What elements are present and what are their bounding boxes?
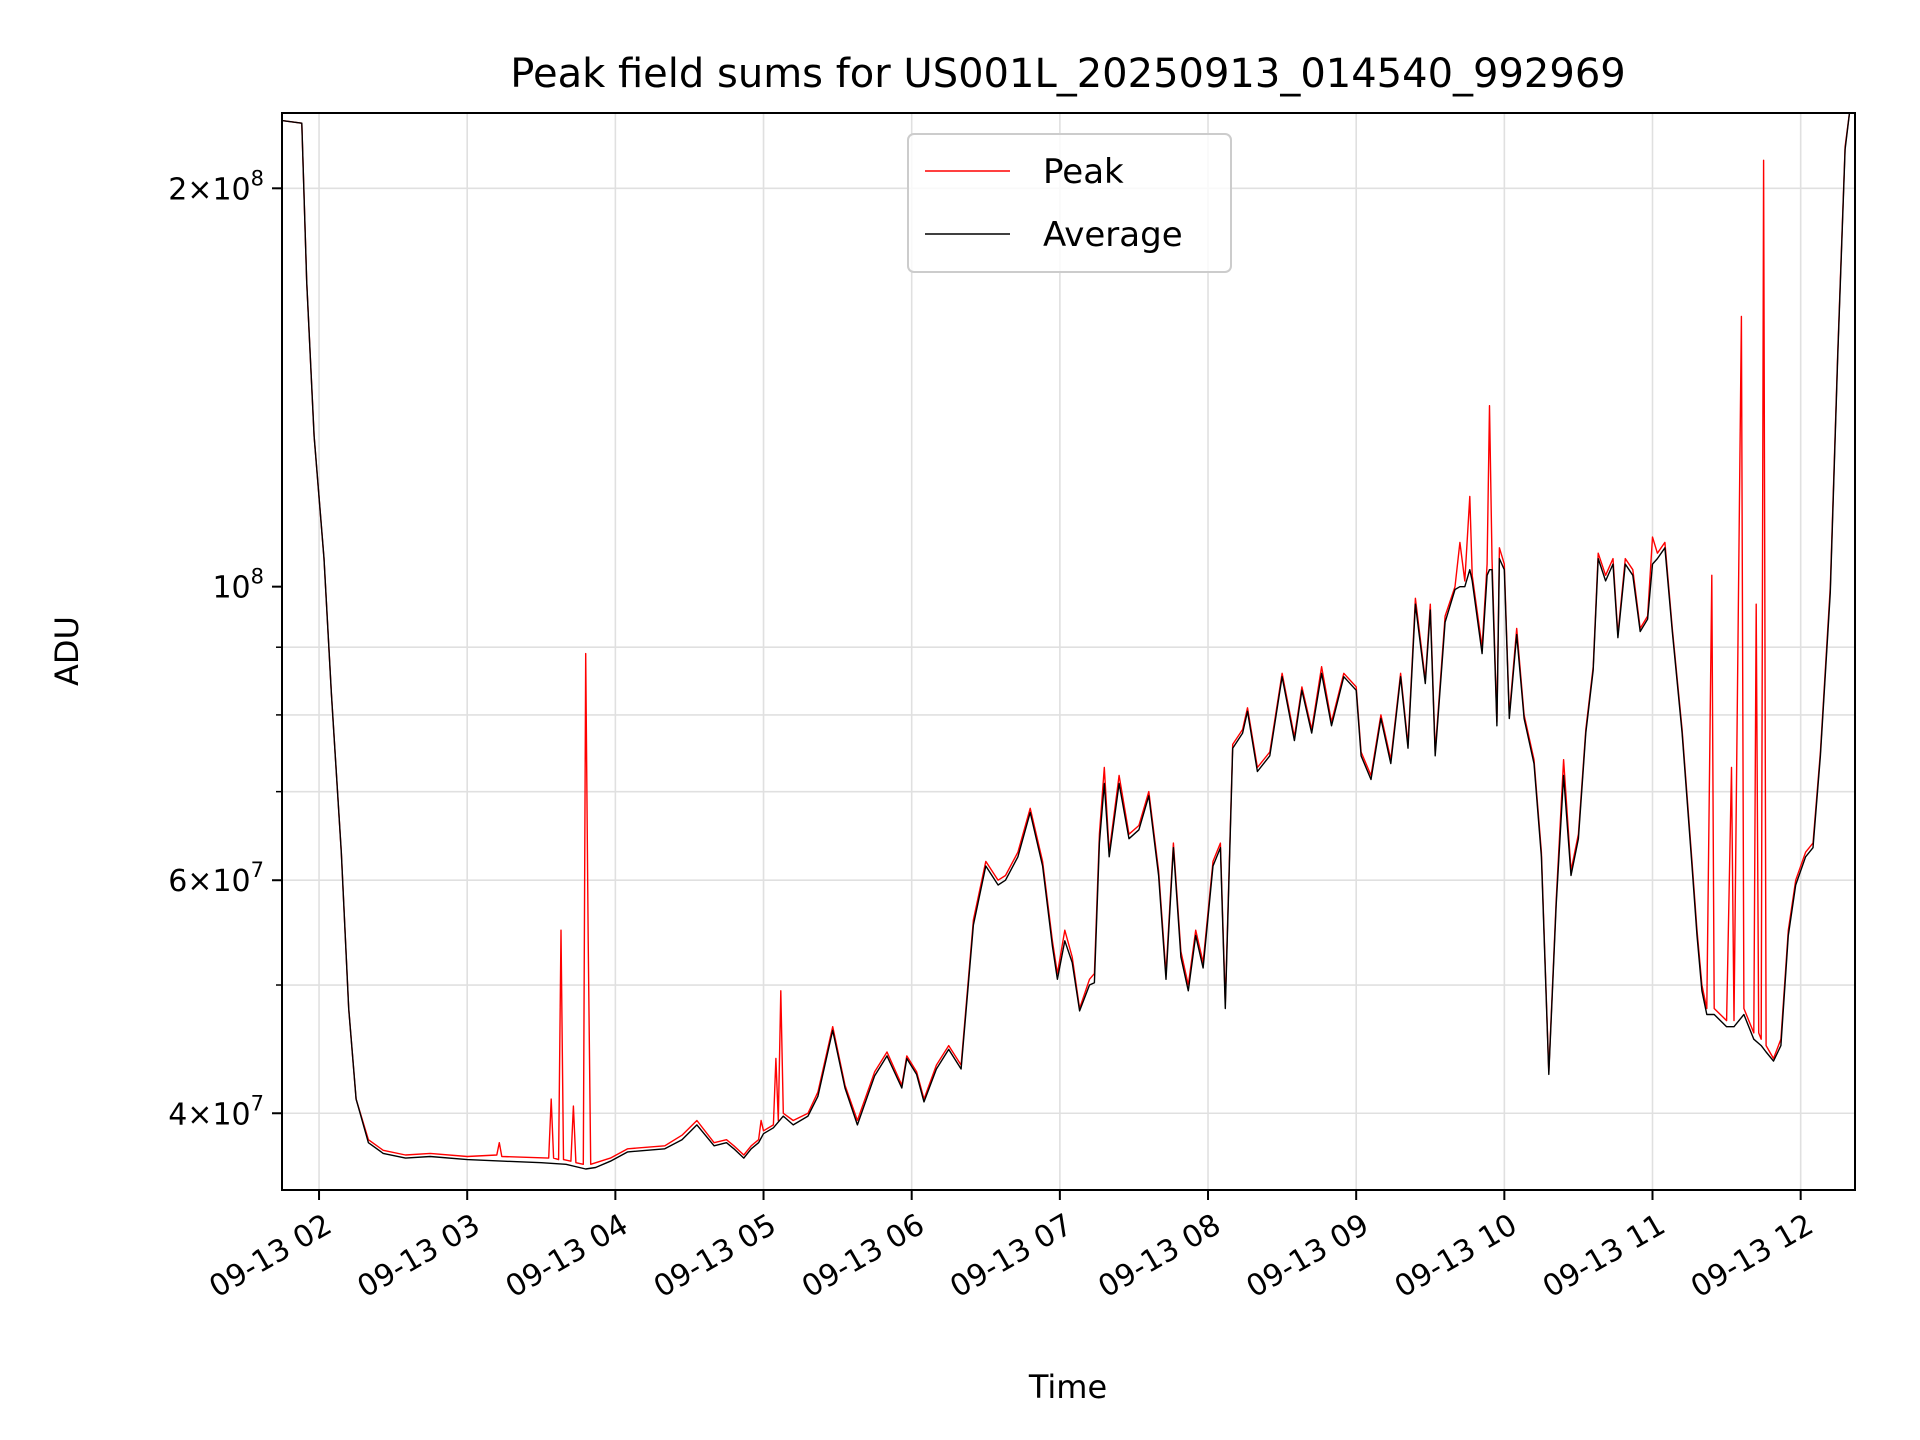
y-tick-base: 10 xyxy=(212,172,250,207)
y-tick-label: 6×107 xyxy=(168,858,264,899)
y-tick-times: × xyxy=(187,864,212,899)
series-line-average xyxy=(282,113,1851,1170)
y-tick-mantissa: 6 xyxy=(168,864,187,899)
y-tick-base: 10 xyxy=(212,1097,250,1132)
plot-lines xyxy=(282,113,1851,1170)
y-tick-exponent: 7 xyxy=(251,858,264,882)
legend-label-peak: Peak xyxy=(1043,152,1124,192)
y-tick-label: 4×107 xyxy=(168,1091,264,1132)
y-tick-base: 10 xyxy=(212,864,250,899)
y-axis-title: ADU xyxy=(48,616,86,686)
y-tick-times: × xyxy=(187,1097,212,1132)
y-tick-times: × xyxy=(187,172,212,207)
plot-frame xyxy=(281,112,1856,1191)
chart-title: Peak field sums for US001L_20250913_0145… xyxy=(510,51,1625,97)
grid xyxy=(282,113,1855,1190)
y-tick-mantissa: 2 xyxy=(168,172,187,207)
legend-box xyxy=(907,133,1232,273)
y-tick-label: 108 xyxy=(212,565,264,606)
x-axis-title: Time xyxy=(1028,1368,1107,1406)
y-tick-base: 10 xyxy=(212,571,250,606)
y-tick-exponent: 8 xyxy=(251,565,264,589)
legend-label-average: Average xyxy=(1043,215,1183,255)
y-tick-exponent: 8 xyxy=(251,166,264,190)
y-tick-mantissa: 4 xyxy=(168,1097,187,1132)
series-line-peak xyxy=(282,113,1851,1166)
y-tick-label: 2×108 xyxy=(168,166,264,207)
y-tick-exponent: 7 xyxy=(251,1091,264,1115)
legend: Peak Average xyxy=(907,133,1232,273)
